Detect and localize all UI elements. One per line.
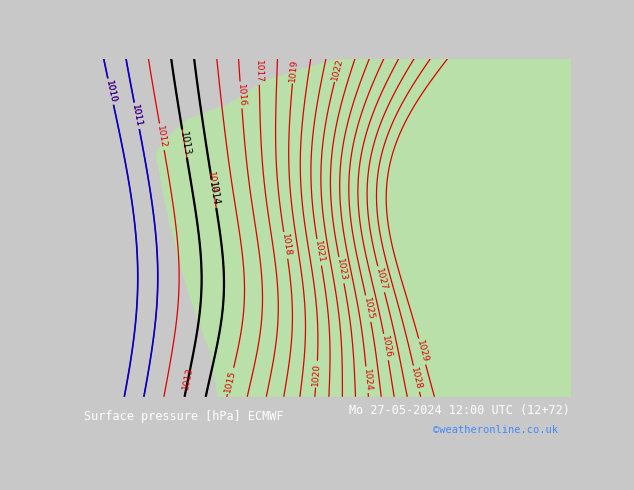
Text: 1013: 1013 [181, 367, 195, 391]
Text: 1028: 1028 [410, 367, 424, 391]
Text: Surface pressure [hPa] ECMWF: Surface pressure [hPa] ECMWF [84, 410, 283, 423]
Text: 1019: 1019 [288, 58, 299, 82]
Text: 1016: 1016 [236, 83, 246, 107]
Text: 1010: 1010 [104, 79, 117, 104]
Text: 1011: 1011 [130, 103, 143, 128]
Text: 1027: 1027 [374, 267, 388, 292]
Text: 1021: 1021 [313, 240, 325, 265]
Text: 1025: 1025 [361, 296, 375, 321]
Text: 1022: 1022 [330, 57, 345, 81]
Text: 1010: 1010 [104, 79, 117, 104]
Text: Mo 27-05-2024 12:00 UTC (12+72): Mo 27-05-2024 12:00 UTC (12+72) [349, 404, 571, 417]
Text: ©weatheronline.co.uk: ©weatheronline.co.uk [433, 425, 558, 435]
Polygon shape [79, 59, 571, 397]
Text: 1024: 1024 [361, 368, 372, 392]
Text: 1015: 1015 [224, 369, 238, 393]
Text: 1018: 1018 [280, 233, 292, 257]
Text: 1020: 1020 [311, 363, 322, 386]
Text: 1014: 1014 [207, 181, 221, 207]
Text: 1023: 1023 [335, 258, 348, 282]
Text: 1029: 1029 [415, 340, 430, 364]
Text: 1013: 1013 [178, 131, 191, 156]
Polygon shape [157, 59, 571, 397]
Text: 1017: 1017 [254, 60, 264, 83]
Text: 1012: 1012 [155, 125, 168, 149]
Text: 1014: 1014 [206, 171, 219, 195]
Text: 1011: 1011 [130, 103, 143, 128]
Text: 1026: 1026 [380, 335, 392, 359]
